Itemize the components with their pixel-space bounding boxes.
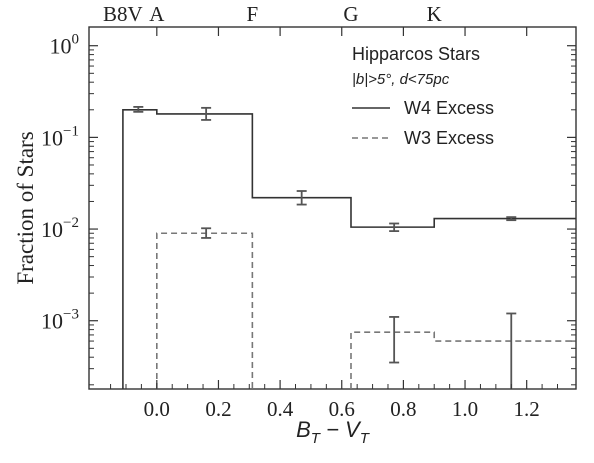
series-line [122, 108, 576, 389]
legend-subtitle: |b|>5°, d<75pc [352, 71, 450, 88]
spectral-type-label: B8V [103, 2, 143, 26]
legend-entry-label: W3 Excess [404, 128, 494, 148]
y-tick-label: 100 [50, 32, 80, 59]
plot-frame [88, 26, 577, 390]
legend-entry-label: W4 Excess [404, 98, 494, 118]
x-tick-label: 0.8 [390, 397, 416, 421]
x-tick-label: 1.0 [452, 397, 478, 421]
x-tick-label: 0.4 [267, 397, 294, 421]
spectral-type-label: A [149, 2, 165, 26]
x-tick-label: 0.6 [329, 397, 355, 421]
error-bar [133, 106, 144, 113]
y-tick-label: 10−2 [41, 215, 79, 242]
y-tick-label: 10−3 [41, 307, 79, 334]
series-w3-excess [156, 227, 576, 389]
spectral-type-label: K [427, 2, 442, 26]
y-axis-label: Fraction of Stars [13, 131, 38, 284]
plot-area [88, 26, 577, 390]
error-bar [201, 227, 212, 239]
axes-layer: 0.0 0.2 0.4 0.6 0.8 1.0 1.2 10−3 10−2 10−1 100 B8V A… [13, 2, 576, 447]
spectral-type-label: F [247, 2, 259, 26]
legend-title: Hipparcos Stars [352, 44, 480, 64]
x-tick-label: 0.0 [144, 397, 170, 421]
error-bar [506, 216, 517, 222]
x-tick-label: 1.2 [514, 397, 540, 421]
series-line [156, 232, 576, 389]
error-bar [506, 312, 517, 389]
series-w4-excess [122, 106, 576, 389]
error-bar [389, 222, 400, 232]
y-tick-label: 10−1 [41, 123, 79, 150]
x-tick-label: 0.2 [205, 397, 231, 421]
error-bar [201, 106, 212, 121]
x-axis-label: BT − VT [296, 417, 371, 447]
error-bar [296, 190, 307, 206]
legend: Hipparcos Stars |b|>5°, d<75pc W4 Excess W3… [352, 44, 494, 148]
series-layer [122, 106, 576, 389]
spectral-type-label: G [343, 2, 358, 26]
error-bar [389, 316, 400, 364]
